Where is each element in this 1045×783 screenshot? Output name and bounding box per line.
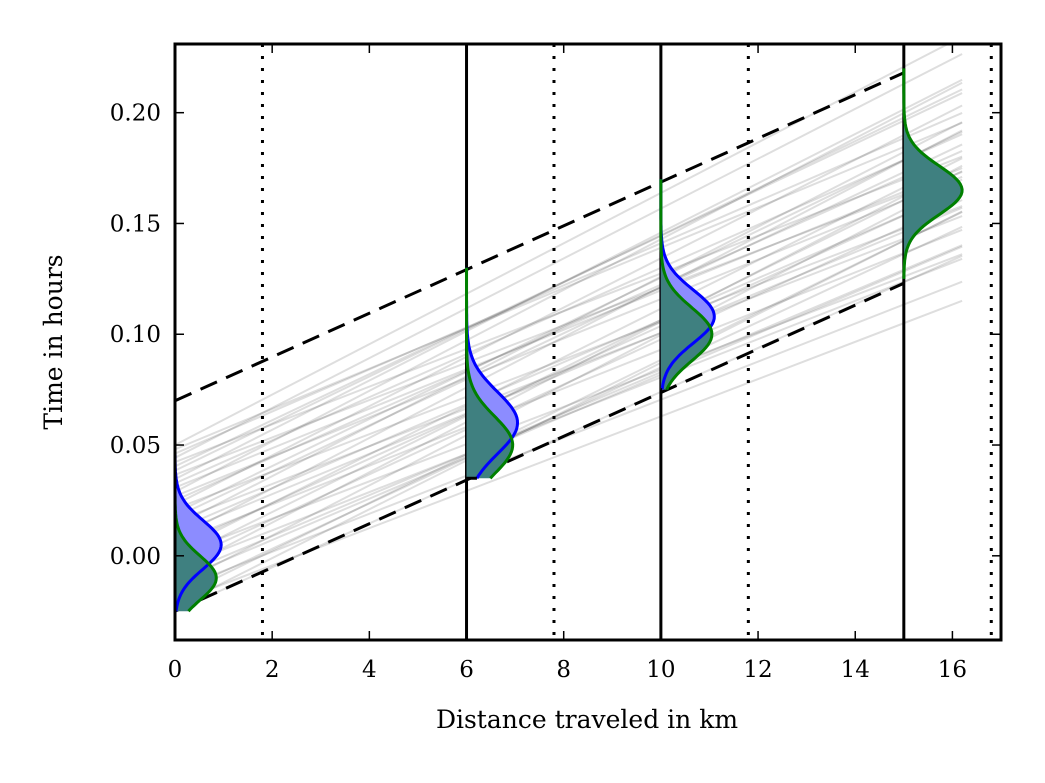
- y-tick-label: 0.00: [110, 544, 161, 570]
- y-axis-label: Time in hours: [39, 254, 68, 429]
- trajectory-line: [175, 121, 963, 527]
- trajectory-line: [175, 257, 963, 570]
- trajectory-line: [175, 228, 963, 544]
- x-tick-label: 12: [743, 657, 772, 683]
- y-tick-label: 0.15: [110, 211, 161, 237]
- green-distribution-line: [465, 267, 515, 480]
- x-tick-label: 14: [841, 657, 870, 683]
- trajectory-line: [175, 164, 963, 574]
- trajectory-line: [175, 78, 963, 481]
- green-distribution-fill: [175, 445, 217, 612]
- trajectory-line: [175, 92, 963, 468]
- trajectory-line: [175, 188, 963, 532]
- x-tick-label: 16: [938, 657, 967, 683]
- green-distribution-fill: [466, 267, 513, 479]
- green-distribution-fill: [903, 68, 963, 279]
- trajectory-line: [175, 199, 963, 566]
- x-tick-label: 4: [362, 657, 377, 683]
- y-tick-label: 0.10: [110, 322, 161, 348]
- trajectory-line: [175, 157, 963, 553]
- trajectory-line: [175, 215, 963, 523]
- trajectory-line: [175, 167, 963, 489]
- trajectory-line: [175, 130, 963, 515]
- trajectory-line: [175, 81, 963, 493]
- trajectory-line: [175, 187, 963, 549]
- plot-frame: [173, 42, 1003, 642]
- trajectory-line: [175, 253, 963, 557]
- trajectory-line: [175, 133, 963, 485]
- y-tick-label: 0.20: [110, 101, 161, 127]
- trajectory-line: [175, 211, 963, 600]
- x-tick-label: 8: [556, 657, 571, 683]
- x-tick-label: 6: [459, 657, 474, 683]
- distributions: [173, 68, 964, 613]
- x-tick-label: 0: [168, 657, 183, 683]
- green-distribution-line: [659, 179, 714, 391]
- envelope-lower-line: [175, 281, 905, 613]
- envelope-upper-line: [175, 71, 905, 403]
- trajectory-line: [175, 280, 963, 591]
- green-distribution-line: [902, 68, 964, 279]
- trajectory-line: [175, 244, 963, 579]
- trajectory-line: [175, 175, 963, 498]
- x-tick-label: 2: [265, 657, 280, 683]
- trajectory-line: [175, 88, 963, 472]
- trajectory-line: [175, 205, 963, 510]
- trajectory-line: [175, 44, 950, 446]
- trajectory-line: [175, 210, 963, 608]
- x-tick-label: 10: [646, 657, 675, 683]
- trajectory-line: [175, 206, 963, 536]
- trajectory-line: [175, 225, 963, 596]
- trajectory-line: [175, 245, 963, 583]
- trajectory-line: [175, 53, 963, 459]
- trajectory-lines: [175, 44, 963, 613]
- trajectory-line: [175, 150, 963, 502]
- x-axis-label: Distance traveled in km: [436, 705, 738, 734]
- trajectory-line: [175, 121, 963, 451]
- trajectory-line: [175, 143, 963, 519]
- y-tick-label: 0.05: [110, 433, 161, 459]
- trajectory-line: [175, 104, 963, 506]
- trajectory-line: [175, 112, 963, 455]
- trajectory-line: [175, 155, 963, 464]
- envelope-lines: [175, 71, 905, 613]
- trajectory-line: [175, 170, 963, 561]
- trajectory-line: [175, 171, 963, 476]
- trajectory-line: [175, 178, 963, 587]
- trajectory-line: [175, 129, 963, 540]
- axis-ticks: 0 2 4 6 8 10 12 14 16 0.00 0.05 0.10 0.15 0.20: [110, 44, 1001, 683]
